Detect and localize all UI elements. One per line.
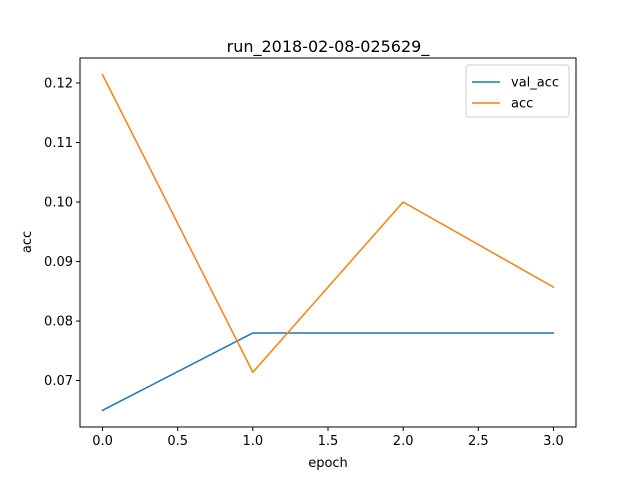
y-tick-label: 0.12: [44, 76, 73, 91]
x-axis-ticks: 0.0 0.5 1.0 1.5 2.0 2.5 3.0: [92, 427, 564, 449]
x-axis-label: epoch: [308, 456, 348, 471]
series-line-acc: [101, 73, 555, 373]
x-tick-label: 2.5: [468, 434, 489, 449]
y-axis-ticks: 0.07 0.08 0.09 0.10 0.11 0.12: [44, 76, 80, 389]
y-tick-label: 0.11: [44, 136, 73, 151]
legend-box: [465, 64, 570, 118]
x-tick-label: 1.0: [243, 434, 264, 449]
y-tick-label: 0.07: [44, 374, 73, 389]
x-tick-label: 3.0: [543, 434, 564, 449]
y-tick-label: 0.09: [44, 255, 73, 270]
series-layer: [101, 73, 555, 412]
y-axis-label: acc: [20, 231, 35, 253]
legend-label-val_acc: val_acc: [511, 76, 559, 91]
series-line-val_acc: [101, 332, 555, 412]
x-tick-label: 1.5: [318, 434, 339, 449]
y-tick-label: 0.10: [44, 196, 73, 211]
x-tick-label: 2.0: [393, 434, 414, 449]
x-tick-label: 0.5: [167, 434, 188, 449]
legend-label-acc: acc: [511, 97, 533, 112]
chart-title: run_2018-02-08-025629_: [227, 37, 431, 57]
x-tick-label: 0.0: [92, 434, 113, 449]
y-tick-label: 0.08: [44, 315, 73, 330]
